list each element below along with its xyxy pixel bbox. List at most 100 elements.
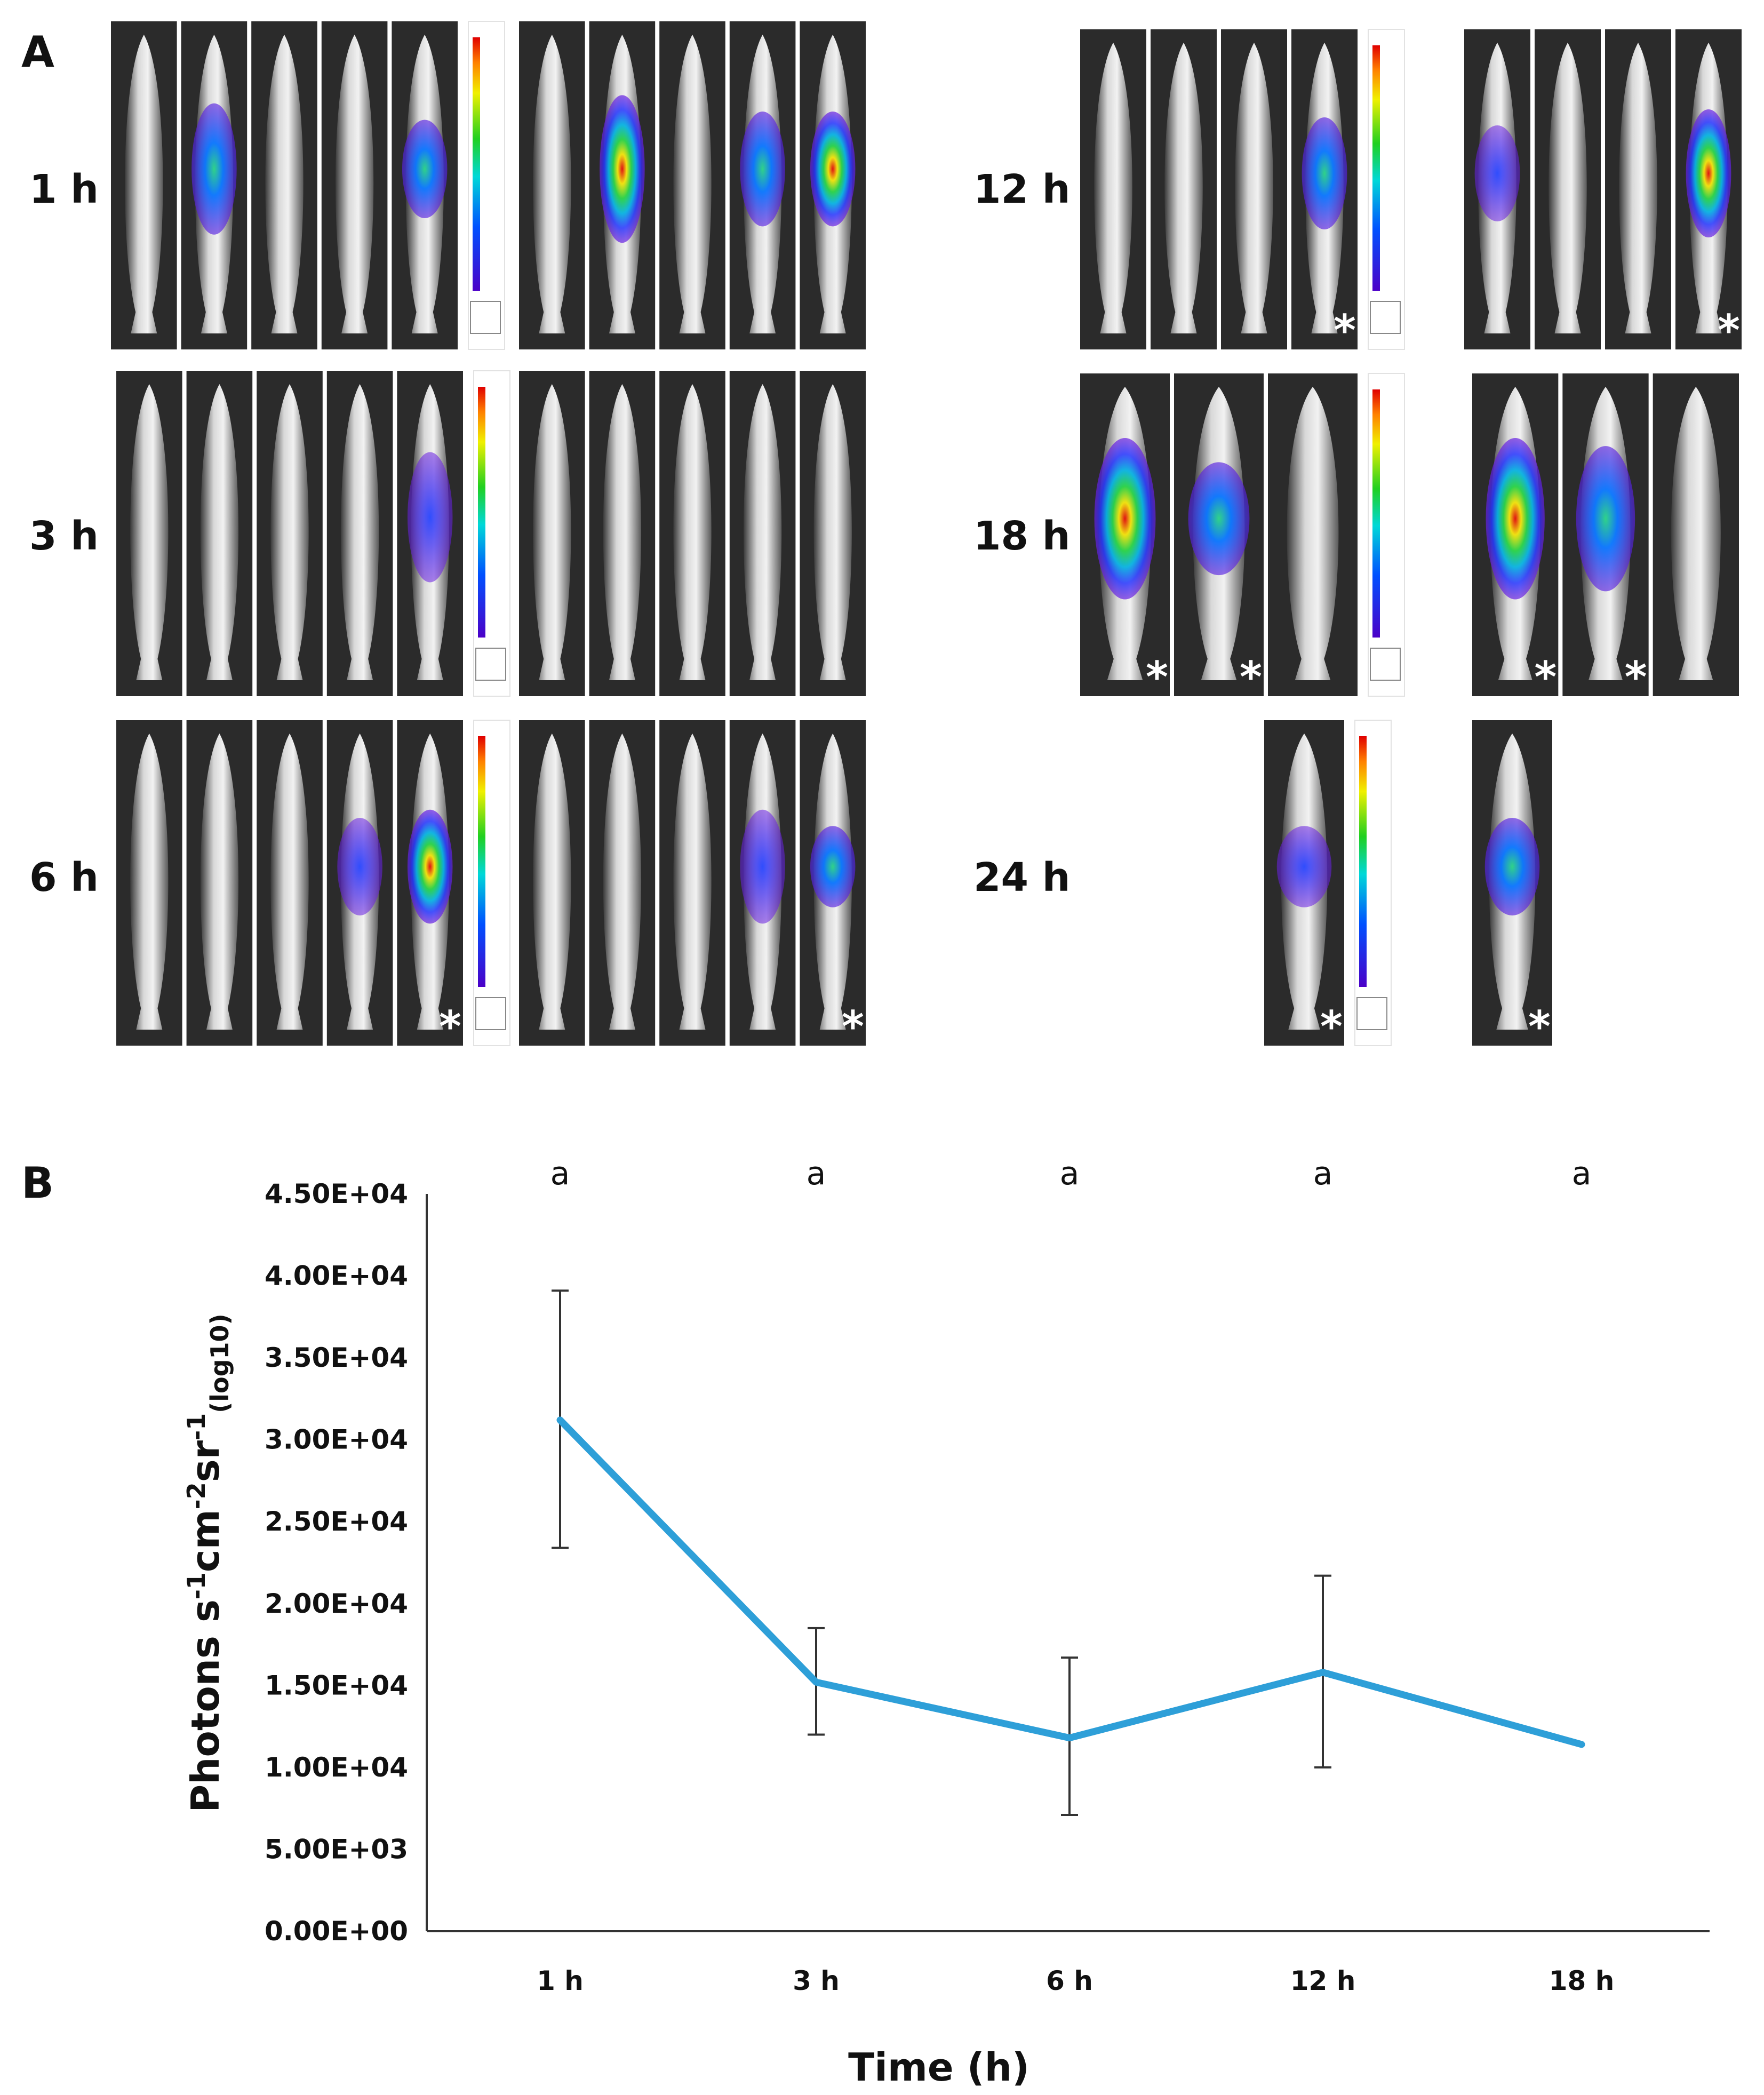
fish-image [533,35,571,333]
significance-marker: * [1718,306,1740,355]
imaging-group: * [116,720,510,1052]
y-axis-title-sub: (log10) [205,1313,234,1413]
significance-marker: * [1334,306,1356,355]
fish-image [813,384,852,680]
color-scale-bar [473,37,480,291]
fish-image [1287,387,1339,680]
fish-image [340,384,379,680]
fish-image [673,35,712,333]
luminescence-signal [1302,117,1347,229]
y-axis-title-base: Photons s [183,1599,228,1812]
significance-letter: a [1313,1155,1333,1192]
imaging-group: * [1464,29,1742,355]
luminescence-signal [1188,462,1250,576]
luminescence-signal [810,111,856,227]
significance-marker: * [1146,652,1168,702]
y-tick-label: 0.00E+00 [265,1916,408,1947]
color-scale-bar [478,736,485,987]
luminescence-signal [600,95,645,243]
luminescence-signal [1576,446,1635,592]
time-label-3h: 3 h [29,513,99,559]
x-tick-labels: 1 h 3 h 6 h 12 h 18 h [537,1965,1614,1996]
color-scale-legend-box [1370,301,1401,334]
imaging-group: * [1264,720,1392,1052]
luminescence-signal [1276,826,1332,907]
x-tick-label: 3 h [793,1965,840,1996]
fish-image [1164,43,1203,333]
y-axis-title-mid2: sr [183,1440,228,1482]
imaging-group: * [1080,29,1405,355]
luminescence-signal [1686,109,1731,237]
imaging-group [519,371,866,696]
fish-image [270,734,309,1030]
color-scale-legend-box [470,301,501,334]
luminescence-signal [1484,818,1540,915]
color-scale-legend-box [475,648,506,681]
significance-marker: * [1320,1002,1343,1052]
x-tick-label: 18 h [1549,1965,1615,1996]
color-scale-bar [1372,45,1380,291]
fish-image [335,35,374,333]
panel-a-label: A [21,27,54,77]
luminescence-signal [810,826,856,907]
significance-letter: a [550,1155,570,1192]
significance-marker: * [439,1002,461,1052]
luminescence-signal [407,809,453,924]
luminescence-signal [1474,125,1520,221]
fish-image [1094,43,1132,333]
fish-image [1619,43,1657,333]
time-label-12h: 12 h [973,166,1070,212]
x-tick-label: 12 h [1290,1965,1356,1996]
imaging-group: * [519,720,866,1052]
fish-image [673,384,712,680]
time-label-6h: 6 h [29,855,99,901]
imaging-panels: * ** ** * * ** * [111,21,1742,1052]
series-line-photons [556,1416,1585,1748]
y-tick-label: 4.50E+04 [265,1178,408,1209]
fish-image [1235,43,1273,333]
luminescence-signal [402,120,448,218]
fish-image [200,384,239,680]
y-axis-title-sup1: -1 [182,1572,211,1599]
luminescence-signal [407,452,453,583]
luminescence-signal [1486,438,1545,600]
imaging-group [519,21,866,349]
significance-marker: * [1625,652,1647,702]
color-scale-bar [1372,389,1380,638]
fish-image [265,35,304,333]
fish-image [130,734,169,1030]
color-scale-legend-box [1356,997,1387,1030]
imaging-group: * * [1472,373,1739,702]
fish-image [130,384,169,680]
imaging-group [111,21,505,350]
significance-letter: a [807,1155,826,1192]
imaging-group: * [1472,720,1552,1052]
y-tick-label: 4.00E+04 [265,1261,408,1292]
panel-b-label: B [21,1158,54,1208]
color-scale-bar [1359,736,1367,987]
y-tick-label: 2.50E+04 [265,1506,408,1537]
y-tick-label: 1.50E+04 [265,1670,408,1701]
fish-image [1549,43,1587,333]
fish-image [743,384,782,680]
imaging-group: * * [1080,373,1405,702]
y-axis-title: Photons s-1cm-2sr-1(log10) [182,1313,234,1812]
fish-image [200,734,239,1030]
y-tick-label: 3.50E+04 [265,1342,408,1373]
x-tick-label: 1 h [537,1965,584,1996]
luminescence-signal [337,818,382,915]
significance-letter: a [1060,1155,1080,1192]
y-tick-label: 5.00E+03 [265,1834,408,1865]
color-scale-legend-box [475,997,506,1030]
fish-image [125,35,163,333]
x-axis-title: Time (h) [848,2045,1029,2090]
fish-image [673,734,712,1030]
color-scale-bar [478,387,485,638]
luminescence-signal [1094,438,1156,600]
y-axis-title-sup2: -2 [182,1482,211,1509]
fish-image [270,384,309,680]
time-label-1h: 1 h [29,166,99,212]
luminescence-signal [191,103,237,235]
imaging-group [116,370,510,697]
y-axis-title-sup3: -1 [182,1413,211,1440]
